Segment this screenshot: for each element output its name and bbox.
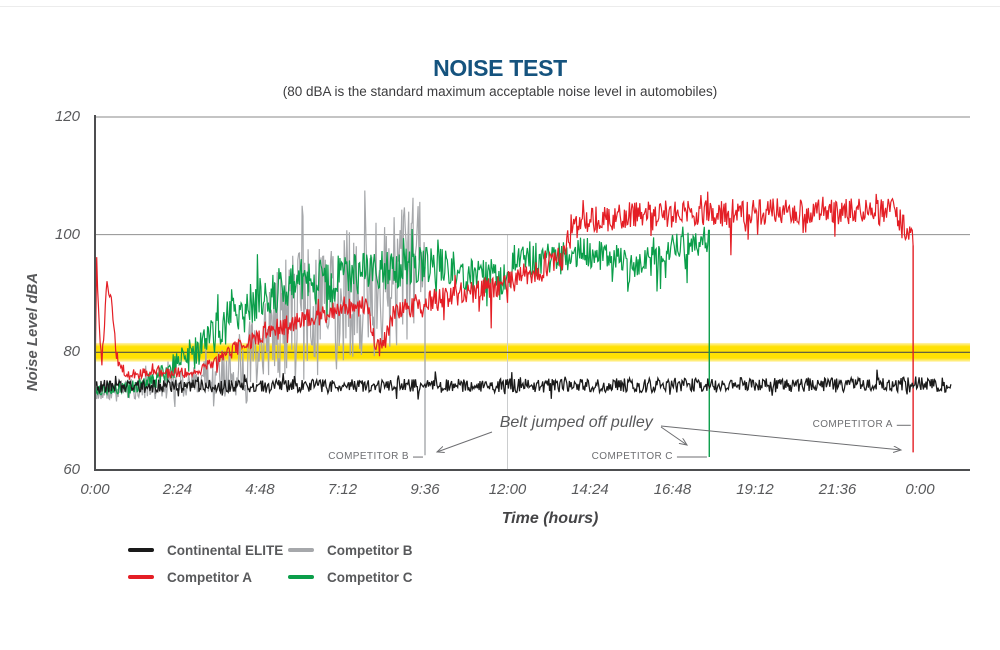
- belt-note-arrow-1: [660, 426, 687, 445]
- series-line-competitor-a: [94, 191, 914, 384]
- y-tick-60: 60: [63, 461, 80, 478]
- x-tick-9: 21:36: [818, 481, 857, 498]
- legend-swatch-competitor-a: [128, 575, 154, 579]
- legend-item-competitor-c: Competitor C: [288, 571, 413, 585]
- x-tick-7: 16:48: [653, 481, 692, 498]
- annotation-belt-note: Belt jumped off pulley: [499, 413, 653, 431]
- legend-swatch-competitor-b: [288, 548, 314, 552]
- legend-label-continental-elite: Continental ELITE: [167, 543, 284, 558]
- card-top-edge: [0, 6, 1000, 7]
- x-tick-8: 19:12: [736, 481, 774, 498]
- legend-item-continental-elite: Continental ELITE: [128, 544, 283, 558]
- x-axis-title: Time (hours): [501, 510, 599, 527]
- belt-note-arrow-2: [660, 425, 901, 450]
- legend-label-competitor-a: Competitor A: [167, 570, 252, 585]
- annotation-competitor-a: COMPETITOR A: [812, 419, 893, 431]
- y-tick-120: 120: [54, 108, 80, 125]
- series-line-competitor-c: [94, 226, 710, 398]
- legend-swatch-continental-elite: [128, 548, 154, 552]
- x-tick-0: 0:00: [80, 481, 110, 498]
- legend-label-competitor-b: Competitor B: [327, 543, 413, 558]
- legend-item-competitor-b: Competitor B: [288, 544, 413, 558]
- y-tick-80: 80: [63, 343, 80, 361]
- series-line-continental-elite: [94, 369, 952, 400]
- annotation-competitor-c: COMPETITOR C: [591, 451, 673, 463]
- legend-swatch-competitor-c: [288, 575, 314, 579]
- chart-subtitle: (80 dBA is the standard maximum acceptab…: [282, 84, 718, 99]
- x-tick-2: 4:48: [245, 481, 275, 498]
- belt-note-arrow-0: [437, 431, 493, 452]
- legend-item-competitor-a: Competitor A: [128, 571, 252, 585]
- x-tick-10: 0:00: [905, 481, 935, 498]
- y-tick-100: 100: [54, 225, 80, 243]
- y-axis-title: Noise Level dBA: [24, 272, 41, 392]
- annotation-competitor-b: COMPETITOR B: [328, 451, 409, 463]
- chart-title: NOISE TEST: [433, 55, 567, 81]
- x-tick-3: 7:12: [327, 481, 358, 498]
- x-tick-6: 14:24: [571, 481, 609, 498]
- x-tick-5: 12:00: [488, 481, 527, 498]
- x-tick-1: 2:24: [162, 481, 193, 498]
- x-tick-4: 9:36: [410, 481, 440, 498]
- legend-label-competitor-c: Competitor C: [327, 570, 413, 585]
